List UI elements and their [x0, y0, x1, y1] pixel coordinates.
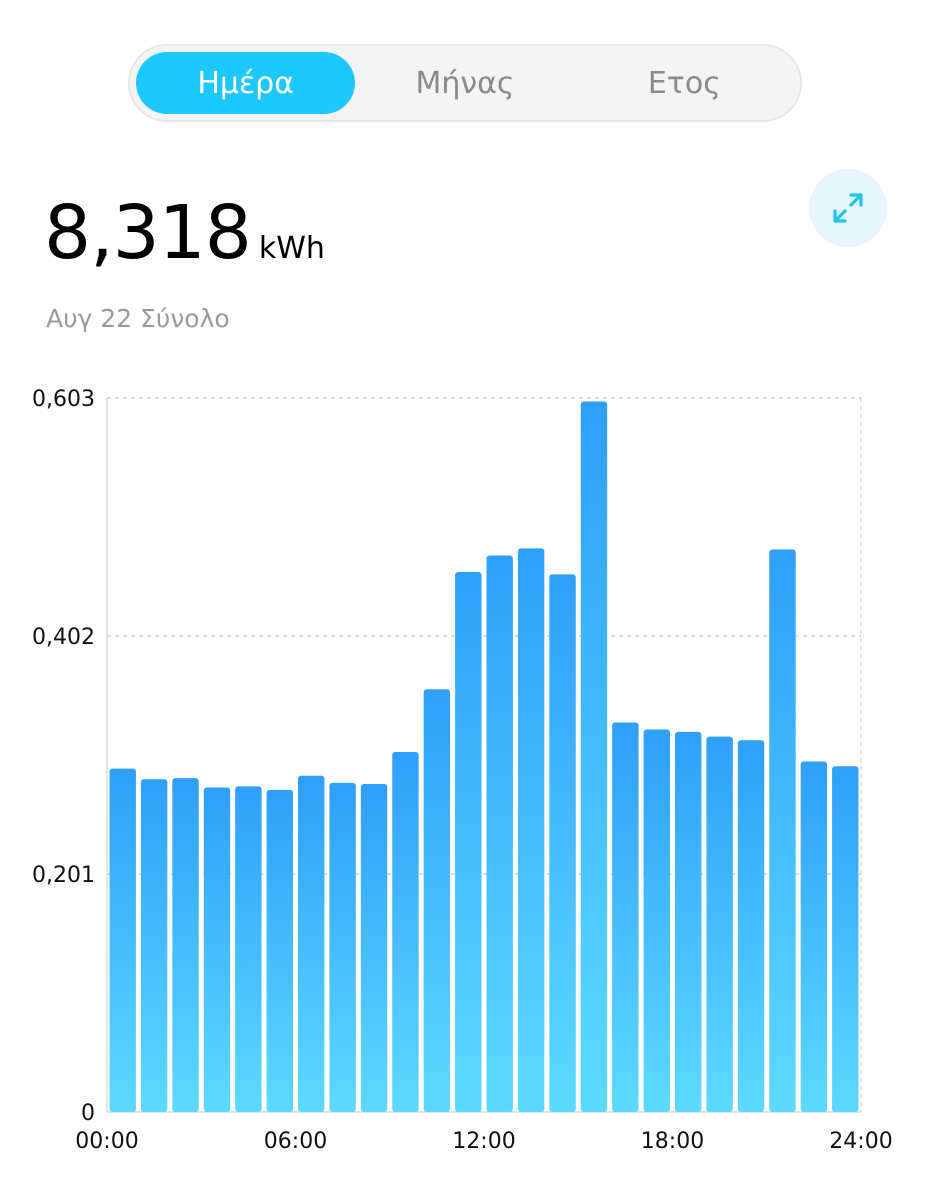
tab-year[interactable]: Ετος	[647, 65, 721, 101]
bar	[140, 779, 168, 1112]
expand-arrows-icon	[833, 193, 863, 223]
tab-month[interactable]: Μήνας	[415, 65, 515, 101]
period-selector: Ημέρα Μήνας Ετος	[128, 44, 802, 122]
bar	[580, 401, 608, 1112]
bar	[643, 729, 670, 1112]
total-value: 8,318	[44, 190, 252, 276]
total-unit: kWh	[258, 231, 325, 266]
y-tick-label: 0	[81, 1101, 95, 1126]
x-tick-label: 00:00	[75, 1129, 138, 1154]
bar	[486, 555, 513, 1112]
bar	[298, 775, 325, 1112]
date-subtitle: Αυγ 22 Σύνολο	[46, 304, 230, 333]
bar	[612, 722, 639, 1112]
y-tick-label: 0,201	[32, 863, 95, 888]
bar	[517, 548, 545, 1112]
y-tick-label: 0,603	[32, 387, 95, 412]
y-tick-label: 0,402	[32, 625, 95, 650]
bar	[360, 784, 388, 1112]
bar	[737, 740, 765, 1112]
expand-button[interactable]	[809, 169, 887, 247]
bar	[706, 736, 733, 1112]
bar	[455, 572, 482, 1112]
bar	[423, 689, 451, 1112]
x-tick-label: 24:00	[829, 1129, 892, 1154]
tab-day[interactable]: Ημέρα	[136, 52, 356, 114]
bar	[329, 782, 356, 1112]
bar	[675, 731, 702, 1112]
bar	[203, 787, 231, 1112]
hourly-consumption-chart: 0 0,201 0,402 0,603 00:00 06:00 12:00 18:00 24:0…	[32, 387, 893, 1154]
bar	[549, 574, 576, 1112]
bar	[392, 752, 419, 1112]
bar	[769, 549, 796, 1112]
x-tick-label: 18:00	[641, 1129, 704, 1154]
total-consumption: 8,318 kWh	[44, 196, 325, 270]
bar	[266, 789, 293, 1112]
bar	[800, 761, 828, 1112]
bar	[109, 768, 136, 1112]
bar	[832, 766, 859, 1112]
x-tick-label: 06:00	[264, 1129, 327, 1154]
bar	[235, 786, 262, 1112]
bar	[172, 778, 199, 1112]
x-tick-label: 12:00	[452, 1129, 515, 1154]
